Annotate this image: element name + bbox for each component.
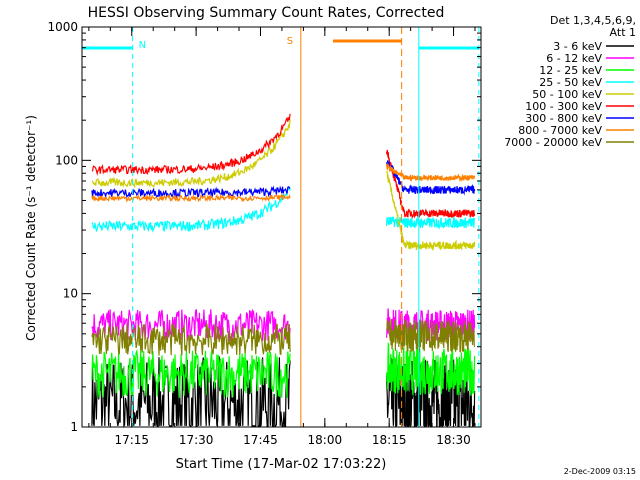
x-axis-label: Start Time (17-Mar-02 17:03:22) — [176, 457, 387, 472]
legend-label-8: 7000 - 20000 keV — [504, 136, 602, 149]
series-4 — [91, 119, 476, 252]
series-7-segment-2 — [386, 162, 476, 183]
y-axis-label: Corrected Count Rate (s⁻¹ detector⁻¹) — [24, 115, 38, 341]
x-tick-label-3: 18:00 — [308, 433, 343, 447]
y-tick-label-0: 1 — [70, 420, 78, 434]
x-tick-label-2: 17:45 — [243, 433, 278, 447]
legend-label-3: 25 - 50 keV — [539, 76, 602, 89]
x-tick-label-0: 17:15 — [114, 433, 149, 447]
series-5-segment-2 — [386, 149, 476, 219]
legend-label-2: 12 - 25 keV — [539, 64, 602, 77]
series-6-segment-1 — [91, 185, 291, 199]
series-2-segment-2 — [386, 342, 476, 396]
y-tick-label-3: 1000 — [47, 20, 78, 34]
series-8 — [91, 318, 476, 356]
series-3-segment-1 — [91, 185, 291, 233]
chart-title: HESSI Observing Summary Count Rates, Cor… — [88, 5, 445, 21]
series-1-segment-1 — [91, 308, 291, 342]
y-tick-label-1: 10 — [63, 287, 78, 301]
series-8-segment-1 — [91, 323, 291, 356]
series-4-segment-2 — [386, 169, 476, 252]
legend-label-5: 100 - 300 keV — [525, 100, 602, 113]
y-tick-label-2: 100 — [55, 153, 78, 167]
legend-label-4: 50 - 100 keV — [532, 88, 602, 101]
legend-label-0: 3 - 6 keV — [553, 40, 602, 53]
annotation-label-n: N — [139, 40, 146, 51]
series-2 — [91, 342, 476, 398]
axes: 1 10 100 1000 17:15 17:30 17:45 18:00 18:15 18:30 — [47, 20, 482, 447]
x-tick-label-5: 18:30 — [436, 433, 471, 447]
legend-subtitle: Att 1 — [610, 26, 636, 39]
footer-date: 2-Dec-2009 03:15 — [564, 467, 636, 476]
series-4-segment-1 — [91, 119, 291, 189]
legend-label-7: 800 - 7000 keV — [518, 124, 602, 137]
series-7-segment-1 — [91, 192, 291, 203]
legend-title: Det 1,3,4,5,6,9, — [550, 14, 636, 27]
series-2-segment-1 — [91, 348, 291, 398]
series-5-segment-1 — [91, 113, 291, 176]
annotation-label-s: S — [287, 36, 293, 47]
legend-label-1: 6 - 12 keV — [546, 52, 602, 65]
x-tick-label-1: 17:30 — [179, 433, 214, 447]
series-5 — [91, 113, 476, 219]
x-tick-label-4: 18:15 — [372, 433, 407, 447]
series-8-segment-2 — [386, 318, 476, 353]
legend-label-6: 300 - 800 keV — [525, 112, 602, 125]
